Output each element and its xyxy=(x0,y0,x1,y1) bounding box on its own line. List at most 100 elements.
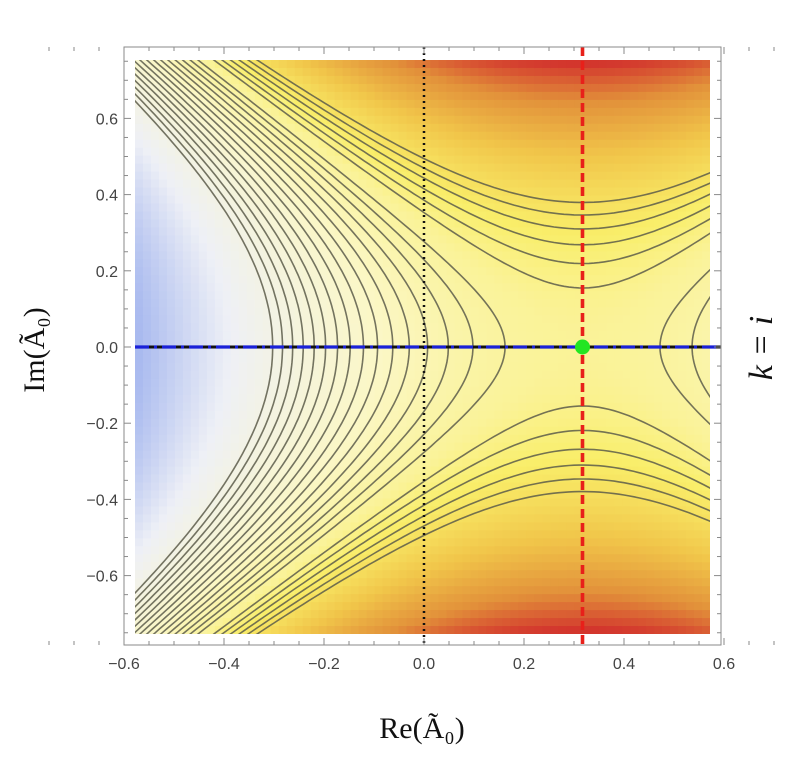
heat-cell xyxy=(518,243,527,252)
heat-cell xyxy=(358,115,368,125)
heat-cell xyxy=(150,362,160,372)
heat-cell xyxy=(590,586,599,595)
heat-cell xyxy=(342,394,352,404)
heat-cell xyxy=(318,347,328,356)
heat-cell xyxy=(614,259,623,268)
heat-cell xyxy=(630,442,639,452)
heat-cell xyxy=(678,219,687,229)
heat-cell xyxy=(414,243,424,252)
heat-cell xyxy=(454,155,464,165)
heat-cell xyxy=(550,522,559,531)
heat-cell xyxy=(582,386,591,396)
heat-cell xyxy=(526,323,535,332)
heat-cell xyxy=(534,147,543,157)
heat-cell xyxy=(678,227,687,236)
heat-cell xyxy=(478,251,487,260)
heat-cell xyxy=(406,323,416,332)
heat-cell xyxy=(550,307,559,316)
heat-cell xyxy=(526,370,535,380)
heat-cell xyxy=(398,139,408,149)
heat-cell xyxy=(406,506,416,516)
heat-cell xyxy=(374,506,384,516)
heat-cell xyxy=(494,410,503,420)
heat-cell xyxy=(374,91,384,101)
heat-cell xyxy=(494,259,503,268)
heat-cell xyxy=(662,291,671,300)
heat-cell xyxy=(446,538,456,547)
heat-cell xyxy=(510,211,519,221)
heat-cell xyxy=(598,378,607,388)
heat-cell xyxy=(142,107,152,117)
heat-cell xyxy=(342,610,352,619)
heat-cell xyxy=(238,362,248,372)
heat-cell xyxy=(318,538,328,547)
heat-cell xyxy=(614,362,623,372)
heat-cell xyxy=(222,570,232,579)
heat-cell xyxy=(558,323,567,332)
heat-cell xyxy=(406,155,416,165)
heat-cell xyxy=(502,203,511,213)
heat-cell xyxy=(262,347,272,356)
heat-cell xyxy=(358,299,368,308)
heat-cell xyxy=(390,506,400,516)
heat-cell xyxy=(454,315,464,324)
heat-cell xyxy=(278,490,288,500)
heat-cell xyxy=(262,243,272,252)
heat-cell xyxy=(542,139,551,149)
heat-cell xyxy=(454,474,464,484)
heat-cell xyxy=(230,307,240,316)
heat-cell xyxy=(614,187,623,197)
heat-cell xyxy=(334,482,344,492)
heat-cell xyxy=(438,482,448,492)
heat-cell xyxy=(366,578,376,587)
heat-cell xyxy=(558,386,567,396)
heat-cell xyxy=(366,267,376,276)
heat-cell xyxy=(486,546,495,555)
heat-cell xyxy=(254,147,264,157)
heat-cell xyxy=(534,315,543,324)
heat-cell xyxy=(206,163,216,173)
heat-cell xyxy=(166,514,176,523)
heat-cell xyxy=(326,402,336,412)
heat-cell xyxy=(182,323,192,332)
heat-cell xyxy=(606,482,615,492)
heat-cell xyxy=(670,203,679,213)
heat-cell xyxy=(614,418,623,428)
heat-cell xyxy=(302,586,312,595)
heat-cell xyxy=(574,139,583,149)
heat-cell xyxy=(526,267,535,276)
heat-cell xyxy=(534,307,543,316)
heat-cell xyxy=(678,386,687,396)
heat-cell xyxy=(358,378,368,388)
heat-cell xyxy=(486,522,495,531)
heat-cell xyxy=(462,586,472,595)
heat-cell xyxy=(510,370,519,380)
heat-cell xyxy=(262,227,272,236)
heat-cell xyxy=(670,362,679,372)
heat-cell xyxy=(222,219,232,229)
heat-cell xyxy=(486,626,495,634)
heat-cell xyxy=(678,299,687,308)
heat-cell xyxy=(582,546,591,555)
heat-cell xyxy=(342,307,352,316)
heat-cell xyxy=(166,195,176,205)
heat-cell xyxy=(206,474,216,484)
heat-cell xyxy=(366,147,376,157)
heat-cell xyxy=(454,554,464,563)
heat-cell xyxy=(462,251,472,260)
heat-cell xyxy=(486,562,495,571)
heat-cell xyxy=(534,394,543,404)
heat-cell xyxy=(478,331,487,340)
heat-cell xyxy=(342,171,352,181)
heat-cell xyxy=(150,370,160,380)
heat-cell xyxy=(662,506,671,516)
heat-cell xyxy=(574,195,583,205)
heat-cell xyxy=(246,259,256,268)
heat-cell xyxy=(494,275,503,284)
heat-cell xyxy=(678,267,687,276)
heat-cell xyxy=(390,179,400,189)
heat-cell xyxy=(686,75,695,85)
heat-cell xyxy=(414,586,424,595)
heat-cell xyxy=(135,155,144,165)
heat-cell xyxy=(230,618,240,627)
